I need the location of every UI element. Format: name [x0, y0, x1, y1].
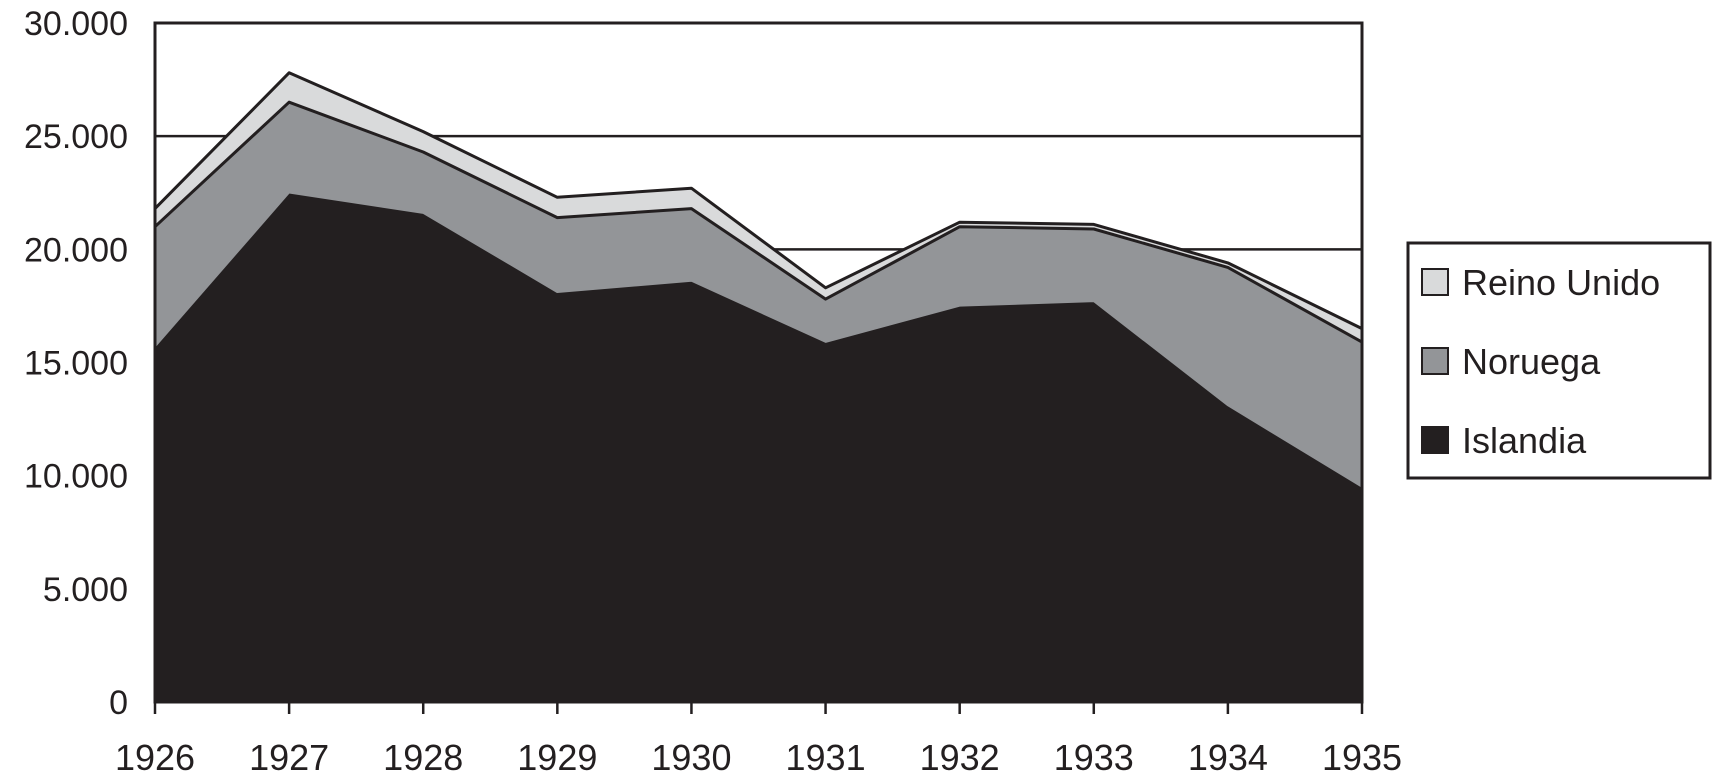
area-islandia [155, 192, 1362, 703]
series-line-islandia [154, 192, 1363, 488]
x-tick-label: 1932 [920, 737, 1000, 778]
axes: 0 5.000 10.000 15.000 20.000 25.000 30.000 1926… [24, 5, 1402, 778]
y-tick-label: 5.000 [43, 571, 128, 609]
area-reino-unido [155, 72, 1362, 343]
x-tick-label: 1934 [1188, 737, 1268, 778]
area-noruega [155, 102, 1362, 487]
x-tick-label: 1933 [1054, 737, 1134, 778]
y-tick-label: 0 [109, 684, 128, 722]
y-tick-label: 25.000 [24, 118, 128, 156]
y-tick-label: 10.000 [24, 458, 128, 496]
y-tick-label: 20.000 [24, 231, 128, 269]
series-line-reino-unido [153, 71, 1363, 330]
plot-frame [153, 21, 1364, 704]
x-tick-label: 1929 [517, 737, 597, 778]
legend-label-noruega: Noruega [1462, 341, 1601, 382]
legend-label-islandia: Islandia [1462, 420, 1587, 461]
x-tick-label: 1931 [786, 737, 866, 778]
x-tick-label: 1935 [1322, 737, 1402, 778]
x-tick-label: 1926 [115, 737, 195, 778]
legend-swatch-islandia [1421, 426, 1449, 454]
y-tick-label: 15.000 [24, 345, 128, 383]
series-areas [155, 72, 1362, 703]
x-tick-label: 1927 [249, 737, 329, 778]
x-tick-label: 1928 [383, 737, 463, 778]
legend-swatch-reino-unido [1421, 268, 1449, 296]
legend-label-reino-unido: Reino Unido [1462, 262, 1660, 303]
series-line-noruega [153, 100, 1363, 344]
y-tick-label: 30.000 [24, 5, 128, 43]
series-outlines [153, 71, 1363, 488]
legend-box [1406, 241, 1712, 480]
legend-swatch-noruega [1421, 347, 1449, 375]
legend: Reino Unido Noruega Islandia [1406, 241, 1712, 480]
x-tick-label: 1930 [651, 737, 731, 778]
